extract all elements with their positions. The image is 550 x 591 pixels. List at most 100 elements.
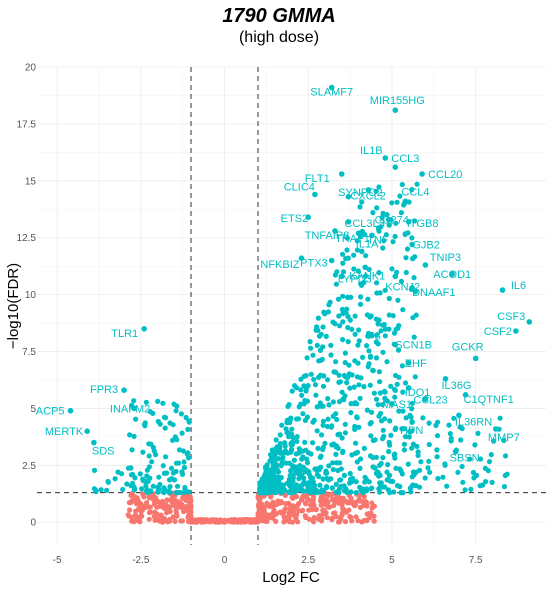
- background-point: [147, 504, 153, 510]
- background-point: [361, 517, 367, 524]
- background-point: [324, 515, 330, 521]
- background-point: [353, 450, 359, 456]
- background-point: [393, 425, 399, 431]
- background-point: [348, 500, 354, 506]
- background-point: [367, 382, 373, 388]
- background-point: [156, 474, 162, 480]
- gene-label-ccl20: CCL20: [428, 169, 462, 181]
- background-point: [322, 440, 328, 446]
- background-point: [264, 518, 270, 524]
- background-point: [185, 507, 191, 513]
- background-point: [376, 225, 382, 231]
- background-point: [339, 306, 345, 313]
- background-point: [402, 434, 409, 440]
- gene-label-mir155hg: MIR155HG: [370, 95, 425, 107]
- gene-point-ccl3l3: [345, 219, 352, 225]
- background-point: [340, 449, 346, 456]
- background-point: [275, 469, 282, 475]
- background-point: [202, 519, 208, 525]
- background-point: [389, 200, 395, 206]
- background-point: [367, 515, 373, 521]
- background-point: [234, 518, 240, 524]
- background-point: [310, 352, 316, 358]
- background-point: [181, 459, 187, 465]
- background-point: [395, 297, 401, 303]
- background-point: [446, 422, 452, 428]
- background-point: [502, 453, 509, 459]
- background-point: [278, 474, 284, 481]
- background-point: [352, 331, 358, 337]
- background-point: [105, 478, 111, 485]
- background-point: [162, 425, 168, 431]
- gene-label-mmp7: MMP7: [488, 432, 520, 444]
- background-point: [180, 448, 186, 454]
- background-point: [392, 394, 398, 400]
- background-point: [163, 454, 169, 460]
- gene-point-il36rn: [456, 412, 462, 419]
- background-point: [427, 469, 433, 475]
- gene-point-il6: [499, 287, 506, 293]
- background-point: [295, 519, 301, 525]
- background-point: [329, 517, 335, 523]
- background-point: [140, 449, 146, 455]
- gene-point-mir155hg: [392, 107, 399, 113]
- gene-label-tnip3: TNIP3: [430, 252, 461, 264]
- background-point: [426, 441, 432, 448]
- background-point: [471, 475, 477, 481]
- background-point: [273, 437, 279, 443]
- background-point: [312, 382, 319, 388]
- background-point: [412, 218, 418, 224]
- background-point: [168, 465, 175, 471]
- background-point: [336, 500, 342, 506]
- background-point: [342, 430, 348, 436]
- background-point: [422, 475, 428, 481]
- background-point: [314, 404, 320, 410]
- background-point: [417, 467, 423, 473]
- background-point: [272, 449, 279, 455]
- background-point: [392, 451, 398, 457]
- background-point: [405, 461, 411, 467]
- background-point: [398, 210, 404, 216]
- background-point: [397, 193, 403, 199]
- background-point: [339, 510, 345, 516]
- background-point: [425, 465, 431, 471]
- background-point: [98, 487, 104, 493]
- background-point: [362, 231, 368, 238]
- x-tick-label: 2.5: [301, 555, 315, 566]
- background-point: [457, 424, 463, 430]
- gene-point-f3: [369, 332, 375, 339]
- background-point: [354, 414, 360, 420]
- background-point: [300, 507, 306, 513]
- background-point: [146, 453, 152, 459]
- background-point: [104, 487, 110, 493]
- background-point: [155, 489, 161, 495]
- background-point: [316, 333, 323, 339]
- background-point: [181, 464, 187, 471]
- background-point: [366, 479, 372, 485]
- gene-point-kank1: [362, 264, 369, 271]
- background-point: [331, 503, 337, 509]
- gene-label-il1b: IL1B: [360, 145, 383, 157]
- background-point: [175, 460, 182, 466]
- gene-point-tnip3: [422, 262, 429, 268]
- background-point: [361, 384, 367, 390]
- gene-label-hpn: HPN: [400, 425, 423, 437]
- gene-point-sbsn: [452, 448, 459, 455]
- background-point: [178, 518, 184, 524]
- background-point: [323, 333, 329, 339]
- background-point: [282, 518, 289, 524]
- x-tick-label: 5: [389, 555, 395, 566]
- background-point: [447, 431, 453, 437]
- gene-point-gjb2: [409, 241, 415, 248]
- significant-points: [91, 181, 510, 496]
- background-point: [125, 465, 132, 471]
- background-point: [379, 402, 385, 408]
- background-point: [412, 254, 418, 260]
- background-point: [305, 383, 311, 389]
- gene-point-dnaaf1: [409, 285, 415, 291]
- background-point: [339, 435, 345, 441]
- background-point: [308, 345, 314, 351]
- background-point: [326, 476, 332, 482]
- gene-label-cxcl2: CXCL2: [350, 191, 385, 203]
